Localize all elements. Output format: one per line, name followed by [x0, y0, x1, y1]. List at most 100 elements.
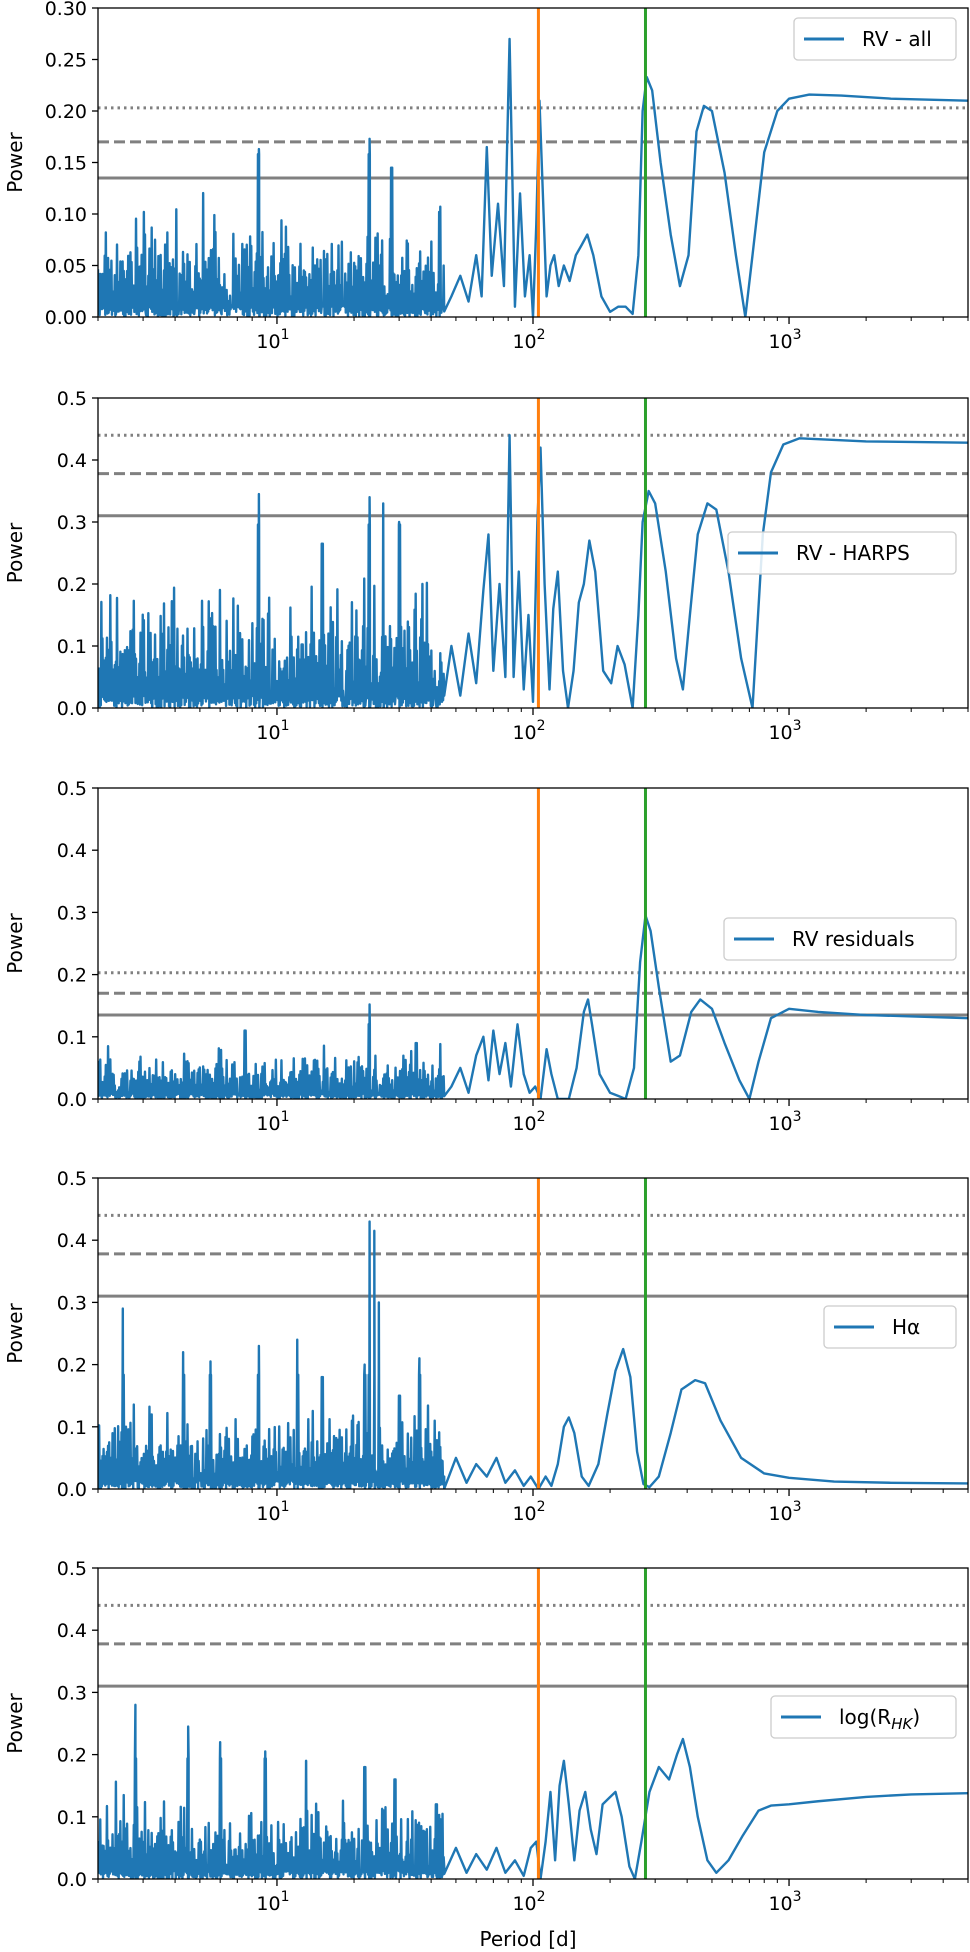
y-tick-label: 0.0 [57, 1869, 87, 1891]
y-tick-label: 0.0 [57, 1479, 87, 1501]
x-tick-exponent: 1 [281, 718, 290, 734]
periodogram-series-line [98, 434, 968, 708]
legend-label-subscript: HK [891, 1715, 913, 1733]
y-axis-title: Power [3, 1302, 27, 1363]
x-tick-base: 10 [512, 1113, 536, 1135]
y-tick-label: 0.1 [57, 1807, 87, 1829]
x-tick-exponent: 3 [793, 1889, 802, 1905]
y-tick-label: 0.10 [45, 204, 87, 226]
periodogram-series-line [98, 1703, 968, 1879]
x-tick-exponent: 2 [537, 1109, 546, 1125]
legend-box [770, 1695, 957, 1739]
legend-label: RV - HARPS [796, 541, 910, 565]
x-tick-label: 103 [768, 327, 801, 353]
x-tick-label: 101 [256, 1499, 289, 1525]
x-tick-base: 10 [768, 1113, 792, 1135]
x-tick-exponent: 2 [537, 718, 546, 734]
x-tick-base: 10 [256, 1113, 280, 1135]
x-tick-exponent: 1 [281, 327, 290, 343]
x-tick-label: 103 [768, 1109, 801, 1135]
y-tick-label: 0.3 [57, 902, 87, 924]
y-axis-title: Power [3, 1692, 27, 1753]
y-tick-label: 0.0 [57, 1089, 87, 1111]
y-tick-label: 0.1 [57, 1417, 87, 1439]
x-tick-label: 101 [256, 1109, 289, 1135]
x-tick-exponent: 3 [793, 1499, 802, 1515]
x-tick-base: 10 [256, 331, 280, 353]
y-tick-label: 0.3 [57, 1292, 87, 1314]
x-tick-base: 10 [256, 1893, 280, 1915]
y-tick-label: 0.5 [57, 1168, 87, 1190]
y-axis-title: Power [3, 522, 27, 583]
x-tick-base: 10 [768, 331, 792, 353]
periodogram-series-line [98, 1220, 968, 1489]
y-tick-label: 0.5 [57, 1558, 87, 1580]
y-tick-label: 0.5 [57, 778, 87, 800]
y-tick-label: 0.05 [45, 256, 87, 278]
legend-box [823, 1305, 957, 1349]
x-tick-exponent: 2 [537, 1889, 546, 1905]
x-tick-exponent: 3 [793, 327, 802, 343]
legend-label-main: log(R [839, 1705, 891, 1729]
y-tick-label: 0.2 [57, 1355, 87, 1377]
y-tick-label: 0.1 [57, 636, 87, 658]
legend-label: Hα [892, 1315, 920, 1339]
y-tick-label: 0.0 [57, 698, 87, 720]
x-tick-base: 10 [768, 722, 792, 744]
x-tick-exponent: 1 [281, 1109, 290, 1125]
x-tick-base: 10 [512, 1893, 536, 1915]
x-tick-base: 10 [256, 1503, 280, 1525]
x-tick-exponent: 2 [537, 327, 546, 343]
legend-label-end: ) [912, 1705, 920, 1729]
x-tick-exponent: 3 [793, 718, 802, 734]
legend-box [727, 531, 957, 575]
x-tick-base: 10 [768, 1503, 792, 1525]
x-tick-label: 103 [768, 718, 801, 744]
x-tick-base: 10 [256, 722, 280, 744]
y-tick-label: 0.4 [57, 1230, 87, 1252]
x-tick-label: 101 [256, 327, 289, 353]
y-tick-label: 0.30 [45, 0, 87, 20]
x-tick-base: 10 [512, 1503, 536, 1525]
periodogram-series-line [98, 37, 968, 317]
y-tick-label: 0.2 [57, 574, 87, 596]
x-tick-label: 102 [512, 718, 545, 744]
periodogram-series-line [98, 914, 968, 1099]
y-tick-label: 0.2 [57, 965, 87, 987]
y-tick-label: 0.25 [45, 50, 87, 72]
legend-box [793, 17, 957, 61]
y-tick-label: 0.00 [45, 307, 87, 329]
legend-label: log(RHK) [839, 1705, 920, 1733]
x-tick-base: 10 [512, 722, 536, 744]
x-tick-label: 103 [768, 1499, 801, 1525]
y-tick-label: 0.3 [57, 512, 87, 534]
y-tick-label: 0.15 [45, 153, 87, 175]
y-axis-title: Power [3, 912, 27, 973]
x-axis-title: Period [d] [479, 1927, 576, 1951]
y-tick-label: 0.3 [57, 1682, 87, 1704]
x-tick-exponent: 1 [281, 1499, 290, 1515]
x-tick-base: 10 [512, 331, 536, 353]
y-tick-label: 0.5 [57, 388, 87, 410]
legend-label: RV residuals [792, 927, 915, 951]
x-tick-label: 101 [256, 1889, 289, 1915]
x-tick-label: 102 [512, 1109, 545, 1135]
x-tick-exponent: 2 [537, 1499, 546, 1515]
legend-label: RV - all [862, 27, 932, 51]
legend-box [723, 917, 957, 961]
y-tick-label: 0.1 [57, 1027, 87, 1049]
y-axis-title: Power [3, 131, 27, 192]
x-tick-label: 102 [512, 327, 545, 353]
y-tick-label: 0.2 [57, 1745, 87, 1767]
x-tick-exponent: 3 [793, 1109, 802, 1125]
y-tick-label: 0.4 [57, 1620, 87, 1642]
x-tick-exponent: 1 [281, 1889, 290, 1905]
x-tick-label: 102 [512, 1889, 545, 1915]
y-tick-label: 0.20 [45, 101, 87, 123]
y-tick-label: 0.4 [57, 450, 87, 472]
